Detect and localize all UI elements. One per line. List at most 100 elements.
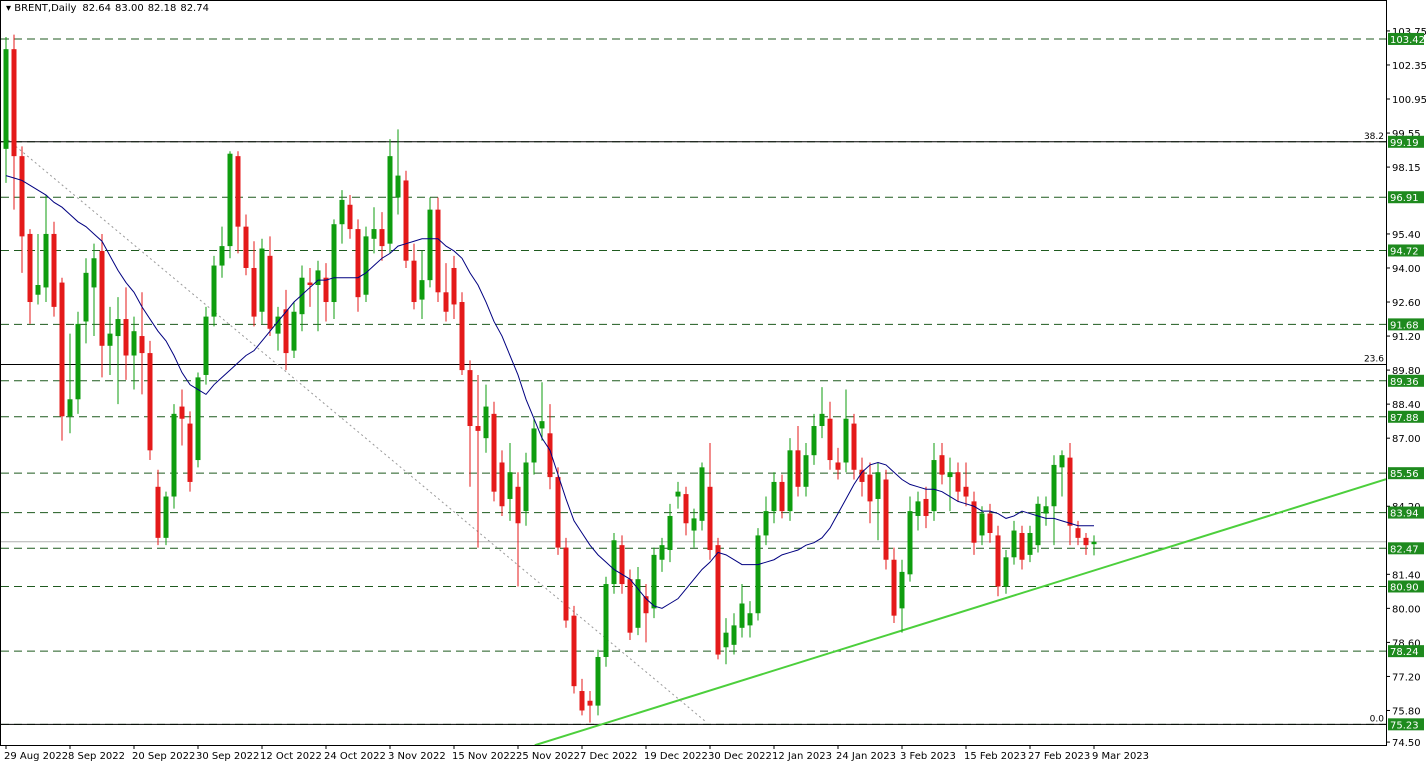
candle-body: [611, 540, 617, 585]
candle-body: [963, 486, 969, 497]
candle-body: [539, 421, 545, 429]
candle-body: [1043, 506, 1049, 514]
candle-body: [899, 571, 905, 609]
candle-body: [675, 491, 681, 497]
candle-body: [763, 511, 769, 536]
candle-body: [1091, 541, 1097, 545]
y-tick-label: 77.20: [1392, 672, 1421, 683]
x-tick-label: 12 Oct 2022: [260, 751, 322, 762]
candle-body: [811, 426, 817, 456]
y-tick-label: 102.35: [1392, 61, 1426, 72]
candle-body: [1067, 457, 1073, 526]
candle-body: [659, 545, 665, 560]
candle-body: [339, 199, 345, 225]
x-tick-label: 7 Dec 2022: [580, 751, 638, 762]
candle-body: [787, 450, 793, 512]
x-tick-label: 25 Nov 2022: [516, 751, 580, 762]
candle-body: [331, 224, 337, 303]
candle-body: [499, 462, 505, 507]
candle-body: [403, 180, 409, 261]
fib-label: 0.0: [1370, 714, 1385, 724]
level-label: 85.56: [1390, 469, 1419, 480]
candle-body: [267, 255, 273, 329]
candle-body: [35, 285, 41, 295]
level-box: [1388, 580, 1424, 593]
candle-body: [1011, 530, 1017, 558]
candle-body: [515, 486, 521, 524]
candle-body: [11, 49, 17, 157]
candle-body: [475, 426, 481, 431]
level-box: [1388, 244, 1424, 257]
candle-body: [235, 156, 241, 227]
candle-body: [307, 282, 313, 286]
candle-body: [915, 501, 921, 516]
candle-body: [259, 248, 265, 312]
close: 82.74: [180, 3, 209, 14]
candle-body: [195, 377, 201, 461]
candle-body: [315, 270, 321, 286]
candle-body: [603, 584, 609, 657]
candle-body: [91, 258, 97, 288]
candle-body: [347, 204, 353, 230]
candle-body: [771, 481, 777, 512]
level-label: 89.36: [1390, 377, 1419, 388]
x-tick-label: 27 Feb 2023: [1028, 751, 1090, 762]
candle-body: [187, 423, 193, 482]
level-box: [1388, 318, 1424, 331]
candle-body: [587, 700, 593, 706]
plot-frame: [0, 0, 1387, 746]
candle-body: [531, 428, 537, 463]
candle-body: [979, 513, 985, 536]
candle-body: [819, 413, 825, 427]
candle-body: [691, 518, 697, 531]
candle-body: [251, 267, 257, 317]
candle-body: [227, 153, 233, 247]
candle-body: [835, 462, 841, 470]
candle-body: [435, 209, 441, 293]
level-label: 82.47: [1390, 544, 1419, 555]
y-tick-label: 95.40: [1392, 230, 1421, 241]
candle-body: [219, 246, 225, 266]
level-label: 83.94: [1390, 509, 1419, 520]
y-tick-label: 78.60: [1392, 638, 1421, 649]
y-tick-label: 75.80: [1392, 706, 1421, 717]
level-label: 75.23: [1390, 720, 1419, 731]
candle-body: [547, 433, 553, 478]
candle-body: [1019, 532, 1025, 560]
candle-body: [27, 233, 33, 303]
x-tick-label: 24 Oct 2022: [324, 751, 386, 762]
x-tick-label: 9 Mar 2023: [1092, 751, 1149, 762]
candle-body: [779, 481, 785, 512]
candle-body: [83, 272, 89, 322]
candle-body: [859, 469, 865, 482]
candle-body: [323, 277, 329, 303]
y-tick-label: 99.55: [1392, 129, 1421, 140]
candle-body: [723, 632, 729, 648]
x-tick-label: 19 Dec 2022: [644, 751, 708, 762]
candle-body: [955, 472, 961, 492]
level-label: 91.68: [1390, 320, 1419, 331]
candle-body: [467, 370, 473, 427]
candle-body: [995, 535, 1001, 587]
x-tick-label: 15 Nov 2022: [452, 751, 516, 762]
candle-body: [115, 319, 121, 337]
candle-body: [283, 309, 289, 354]
level-label: 103.42: [1390, 35, 1425, 46]
candle-body: [51, 233, 57, 307]
candle-body: [635, 579, 641, 628]
candle-body: [243, 226, 249, 268]
candle-body: [491, 413, 497, 492]
level-label: 94.72: [1390, 246, 1419, 257]
level-box: [1388, 135, 1424, 148]
candle-body: [451, 267, 457, 305]
candle-body: [43, 233, 49, 288]
candle-body: [931, 460, 937, 512]
candle-body: [755, 535, 761, 614]
candle-body: [211, 265, 217, 317]
candle-body: [107, 333, 113, 346]
candle-body: [203, 316, 209, 375]
candle-body: [667, 515, 673, 551]
y-tick-label: 100.95: [1392, 95, 1426, 106]
candle-body: [1051, 464, 1057, 507]
